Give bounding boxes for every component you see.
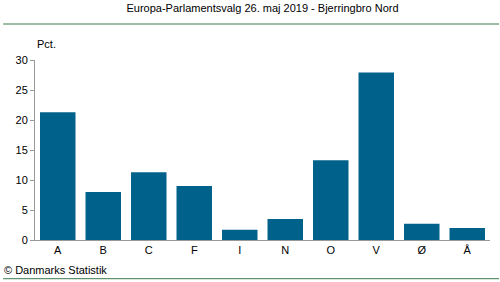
svg-text:A: A (54, 244, 62, 256)
svg-text:10: 10 (16, 174, 28, 186)
svg-text:Europa-Parlamentsvalg 26. maj: Europa-Parlamentsvalg 26. maj 2019 - Bje… (126, 2, 398, 14)
svg-text:© Danmarks Statistik: © Danmarks Statistik (4, 264, 107, 276)
svg-text:15: 15 (16, 144, 28, 156)
svg-text:I: I (238, 244, 241, 256)
svg-text:C: C (145, 244, 153, 256)
svg-text:F: F (191, 244, 198, 256)
svg-text:O: O (326, 244, 335, 256)
svg-text:0: 0 (22, 234, 28, 246)
svg-text:N: N (281, 244, 289, 256)
svg-text:Å: Å (464, 244, 472, 256)
svg-text:25: 25 (16, 84, 28, 96)
svg-text:Ø: Ø (417, 244, 426, 256)
svg-text:20: 20 (16, 114, 28, 126)
svg-text:V: V (373, 244, 381, 256)
svg-text:5: 5 (22, 204, 28, 216)
svg-text:30: 30 (16, 54, 28, 66)
svg-text:Pct.: Pct. (37, 38, 56, 50)
svg-text:B: B (100, 244, 107, 256)
